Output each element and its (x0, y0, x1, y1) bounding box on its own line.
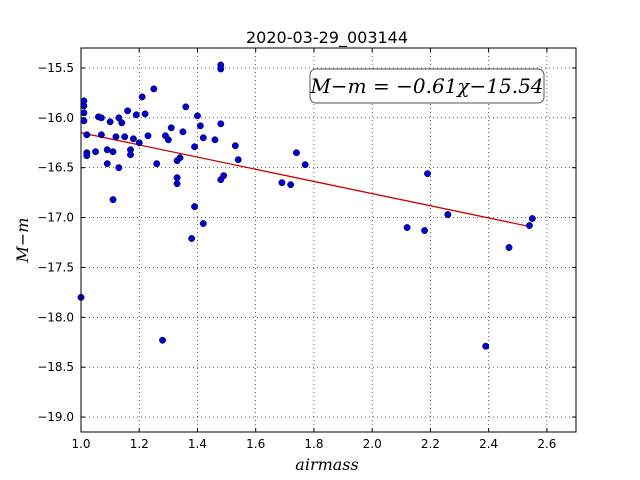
fit-layer (80, 132, 530, 228)
x-tick-label: 2.0 (363, 437, 382, 451)
data-point (525, 222, 533, 229)
data-point (159, 336, 166, 344)
data-point (106, 118, 114, 126)
data-point (80, 102, 88, 110)
x-tick-label: 2.2 (421, 437, 440, 451)
data-point (80, 117, 88, 125)
data-point (191, 143, 199, 151)
chart-title: 2020-03-29_003144 (246, 28, 408, 48)
data-point (129, 135, 137, 143)
y-tick-label: −19.0 (37, 410, 74, 424)
y-tick-label: −17.5 (37, 260, 74, 274)
y-axis-label: M−m (13, 218, 32, 264)
data-point (173, 180, 181, 188)
data-point (97, 114, 105, 122)
grid (80, 48, 576, 432)
data-point (112, 133, 120, 141)
data-point (278, 179, 286, 187)
data-point (80, 109, 88, 117)
data-point (194, 112, 201, 120)
data-point (135, 139, 143, 147)
data-point (211, 136, 219, 144)
data-point (182, 103, 190, 111)
data-point (179, 128, 187, 136)
data-point (132, 111, 140, 119)
data-point (118, 119, 126, 127)
data-point (424, 170, 431, 178)
y-tick-label: −18.5 (37, 360, 74, 374)
data-point (121, 133, 129, 141)
annotation-box (309, 68, 545, 104)
fit-annotation: M−m = −0.61χ−15.54 (309, 68, 545, 104)
data-point (421, 227, 429, 234)
tick-labels: 1.0 1.2 1.4 1.6 1.8 2.0 2.2 2.4 2.6 −15.5 −16.0 −16… (37, 61, 556, 451)
y-tick-label: −17.0 (37, 211, 74, 225)
data-point (153, 160, 161, 168)
data-point (234, 156, 242, 164)
data-point (167, 124, 175, 132)
x-tick-label: 1.6 (246, 437, 265, 451)
data-point (83, 152, 91, 160)
data-point (141, 110, 149, 118)
ticks (80, 48, 576, 432)
data-point (191, 203, 199, 211)
y-tick-label: −18.0 (37, 310, 74, 324)
data-point (220, 172, 228, 180)
data-point (115, 164, 123, 172)
data-point (92, 148, 100, 156)
data-point (150, 85, 158, 93)
x-tick-label: 2.6 (537, 437, 556, 451)
data-point (138, 93, 146, 101)
data-point (301, 161, 309, 169)
y-tick-label: −16.5 (37, 161, 74, 175)
data-point (127, 151, 134, 159)
data-point (176, 154, 184, 162)
data-point (103, 146, 111, 154)
data-point (199, 134, 207, 142)
x-tick-label: 1.2 (130, 437, 149, 451)
data-point (505, 244, 513, 251)
data-point (217, 65, 225, 73)
data-point (164, 136, 172, 144)
y-tick-label: −16.0 (37, 111, 74, 125)
data-point (199, 220, 207, 227)
data-point (103, 160, 111, 168)
data-point (83, 131, 91, 139)
data-point (109, 196, 117, 204)
data-point (97, 131, 105, 139)
fit-line (80, 132, 530, 228)
data-point (403, 224, 411, 231)
data-point (188, 235, 196, 242)
plot-frame (80, 47, 577, 433)
data-point (196, 122, 204, 130)
data-point (444, 211, 452, 219)
data-point (231, 142, 239, 150)
points-layer (77, 61, 536, 350)
data-point (482, 342, 490, 350)
data-point (124, 107, 132, 115)
data-point (293, 149, 300, 157)
x-tick-label: 1.4 (188, 437, 207, 451)
data-point (109, 148, 117, 156)
x-tick-label: 1.0 (71, 437, 90, 451)
x-tick-label: 2.4 (479, 437, 498, 451)
data-point (144, 132, 152, 140)
y-tick-label: −15.5 (37, 61, 74, 75)
data-point (217, 120, 225, 128)
data-point (287, 181, 295, 189)
data-point (528, 215, 536, 223)
annotation-text: M−m = −0.61χ−15.54 (309, 74, 543, 98)
data-point (173, 174, 181, 182)
x-axis-label: airmass (295, 455, 358, 474)
x-tick-label: 1.8 (304, 437, 323, 451)
